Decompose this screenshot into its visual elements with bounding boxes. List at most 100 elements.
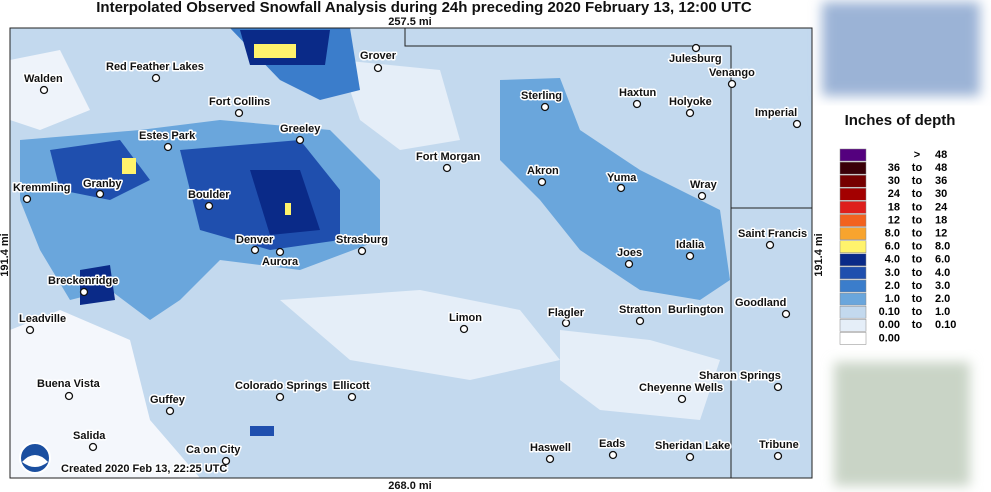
- legend-low: 36: [888, 162, 900, 174]
- city-label: Eads: [599, 438, 625, 450]
- city-label: Limon: [449, 312, 482, 324]
- legend-low: 0.00: [879, 319, 900, 331]
- legend-swatch: [839, 305, 867, 319]
- legend-high: 48: [935, 162, 947, 174]
- city-label: Grover: [360, 50, 397, 62]
- city-label: Guffey: [150, 394, 186, 406]
- distance-label: 268.0 mi: [388, 480, 431, 492]
- city-label: Holyoke: [669, 96, 712, 108]
- city-label: Haswell: [530, 442, 571, 454]
- city-label: Sterling: [521, 90, 562, 102]
- city-label: Fort Collins: [209, 96, 270, 108]
- city-marker: [781, 309, 791, 319]
- city-marker: [635, 316, 645, 326]
- legend-sep: to: [912, 319, 923, 331]
- city-marker: [540, 102, 550, 112]
- city-label: Akron: [527, 165, 559, 177]
- legend-swatch: [839, 188, 867, 201]
- snow-field: [10, 28, 812, 478]
- city-label: Greeley: [280, 123, 321, 135]
- city-label: Fort Morgan: [416, 151, 480, 163]
- city-label: Estes Park: [139, 130, 196, 142]
- city-marker: [792, 119, 802, 129]
- legend-sep: to: [912, 267, 923, 279]
- city-marker: [459, 324, 469, 334]
- city-marker: [204, 201, 214, 211]
- city-marker: [275, 247, 285, 257]
- legend-low: 24: [888, 188, 901, 200]
- city-label: Walden: [24, 73, 63, 85]
- city-label: Colorado Springs: [235, 380, 327, 392]
- legend-sep: to: [912, 201, 923, 213]
- city-marker: [773, 382, 783, 392]
- city-label: Leadville: [19, 313, 66, 325]
- city-label: Boulder: [188, 189, 230, 201]
- city-marker: [685, 251, 695, 261]
- city-label: Sharon Springs: [699, 370, 781, 382]
- city-label: Red Feather Lakes: [106, 61, 204, 73]
- legend-high: 0.10: [935, 319, 956, 331]
- city-marker: [697, 191, 707, 201]
- legend-high: 8.0: [935, 241, 950, 253]
- legend-high: 24: [935, 201, 948, 213]
- legend-sep: to: [912, 254, 923, 266]
- blurred-image: [822, 2, 980, 96]
- legend-sep: to: [912, 241, 923, 253]
- city-marker: [234, 108, 244, 118]
- created-note: Created 2020 Feb 13, 22:25 UTC: [61, 463, 227, 475]
- city-marker: [357, 246, 367, 256]
- city-label: Ellicott: [333, 380, 370, 392]
- city-marker: [221, 456, 231, 466]
- city-label: Kremmling: [13, 182, 70, 194]
- city-marker: [79, 287, 89, 297]
- legend-high: 4.0: [935, 267, 950, 279]
- legend-sep: to: [912, 214, 923, 226]
- legend-swatch: [839, 148, 867, 162]
- legend-low: 12: [888, 214, 900, 226]
- city-marker: [151, 73, 161, 83]
- legend-swatch: [839, 266, 867, 280]
- city-marker: [765, 240, 775, 250]
- legend-high: 2.0: [935, 293, 950, 305]
- city-label: Granby: [83, 178, 122, 190]
- legend-low: 2.0: [885, 280, 900, 292]
- legend-low: 1.0: [885, 293, 900, 305]
- city-marker: [25, 325, 35, 335]
- city-label: Venango: [709, 67, 755, 79]
- legend-swatch: [839, 319, 867, 332]
- legend-low: 0.10: [879, 306, 900, 318]
- legend-low: 4.0: [885, 254, 900, 266]
- legend-swatch: [839, 332, 867, 345]
- city-marker: [624, 259, 634, 269]
- city-marker: [22, 194, 32, 204]
- legend-high: 36: [935, 175, 947, 187]
- city-marker: [561, 318, 571, 328]
- city-label: Strasburg: [336, 234, 388, 246]
- city-marker: [442, 163, 452, 173]
- legend-low: 30: [888, 175, 900, 187]
- legend-high: 30: [935, 188, 947, 200]
- city-marker: [608, 450, 618, 460]
- city-label: Burlington: [668, 304, 724, 316]
- city-marker: [64, 391, 74, 401]
- legend-swatch: [839, 292, 867, 306]
- legend-sep: to: [912, 228, 923, 240]
- legend-sep: to: [912, 175, 923, 187]
- city-label: Tribune: [759, 439, 799, 451]
- city-label: Idalia: [676, 239, 705, 251]
- city-marker: [691, 43, 701, 53]
- city-marker: [537, 177, 547, 187]
- legend-swatch: [839, 279, 867, 293]
- legend-swatch: [839, 161, 867, 175]
- legend-low: 3.0: [885, 267, 900, 279]
- legend-high: 3.0: [935, 280, 950, 292]
- legend-swatch: [839, 214, 867, 227]
- city-marker: [295, 135, 305, 145]
- city-label: Stratton: [619, 304, 661, 316]
- noaa-logo: [19, 442, 51, 474]
- city-label: Salida: [73, 430, 106, 442]
- distance-label: 191.4 mi: [813, 233, 825, 276]
- blurred-image: [834, 362, 970, 486]
